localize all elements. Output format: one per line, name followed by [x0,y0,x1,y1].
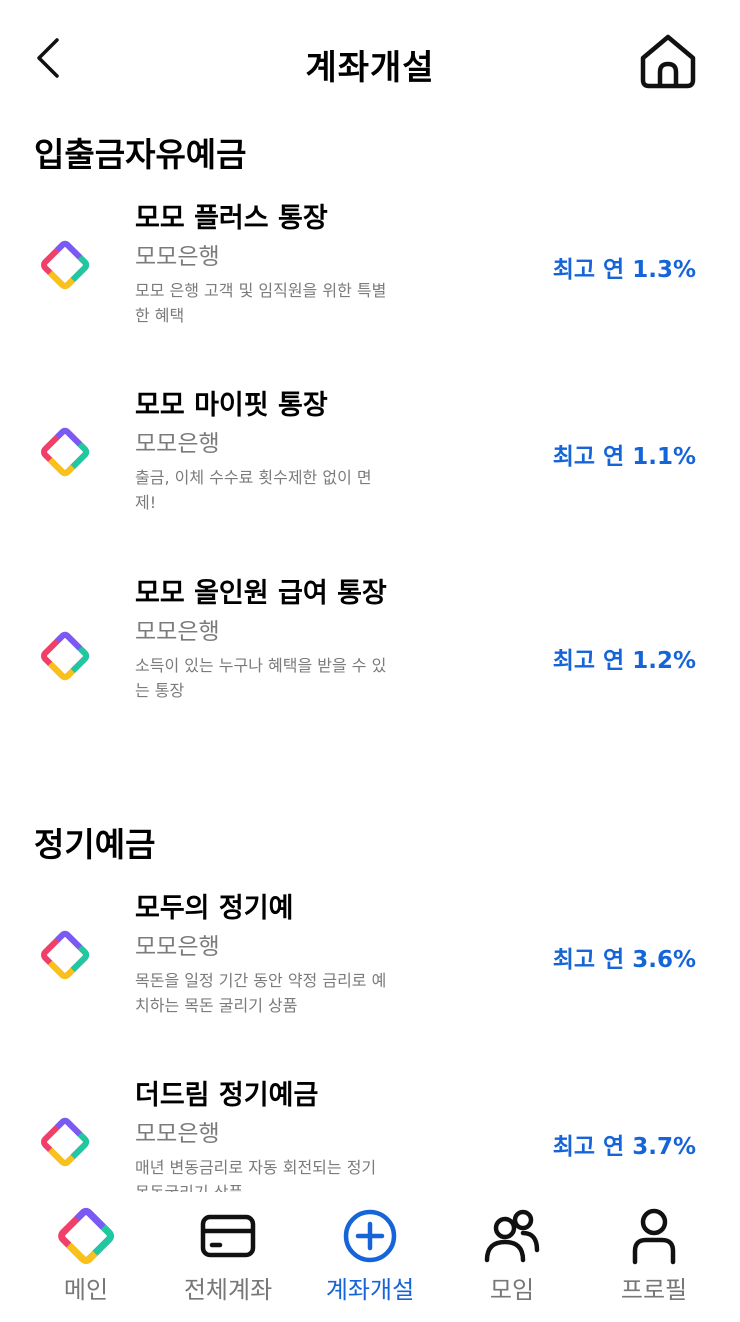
product-item[interactable]: 모모 올인원 급여 통장 모모은행 소득이 있는 누구나 혜택을 받을 수 있는… [0,575,740,745]
product-item[interactable]: 모두의 정기예 모모은행 목돈을 일정 기간 동안 약정 금리로 예치하는 목돈… [0,890,740,1040]
product-rate: 최고 연 1.1% [552,444,696,470]
chevron-left-icon [37,38,59,78]
product-list: 입출금자유예금 모모 플러스 통장 모모은행 모모 은행 고객 및 임직원을 위… [0,110,740,1192]
page-title: 계좌개설 [305,48,435,88]
back-button[interactable] [26,34,70,82]
home-icon [640,34,696,89]
product-info: 모모 올인원 급여 통장 모모은행 소득이 있는 누구나 혜택을 받을 수 있는… [135,575,390,703]
product-bank: 모모은행 [135,934,220,960]
group-icon [484,1209,540,1263]
nav-item-main[interactable]: 메인 [12,1206,160,1316]
product-description: 출금, 이체 수수료 횟수제한 없이 면제! [135,468,372,512]
plus-circle-icon [343,1209,397,1263]
momo-logo-icon [41,930,90,980]
nav-item-profile[interactable]: 프로필 [580,1206,728,1316]
product-info: 더드림 정기예금 모모은행 매년 변동금리로 자동 회전되는 정기 목돈굴리기 … [135,1077,390,1192]
product-name: 모두의 정기예 [135,893,294,924]
product-name: 모모 올인원 급여 통장 [135,578,387,609]
momo-logo-icon [41,427,90,477]
momo-logo-icon [41,240,90,290]
momo-logo-icon [41,631,90,681]
product-item[interactable]: 모모 플러스 통장 모모은행 모모 은행 고객 및 임직원을 위한 특별한 혜택… [0,200,740,350]
product-rate: 최고 연 1.3% [552,257,696,283]
product-bank: 모모은행 [135,619,220,645]
nav-item-all-accounts[interactable]: 전체계좌 [154,1206,302,1316]
momo-logo-icon [41,1117,90,1167]
product-name: 모모 플러스 통장 [135,203,328,234]
section-title-demand: 입출금자유예금 [34,135,247,174]
product-info: 모두의 정기예 모모은행 목돈을 일정 기간 동안 약정 금리로 예치하는 목돈… [135,890,390,1018]
product-bank: 모모은행 [135,1121,220,1147]
nav-item-group[interactable]: 모임 [438,1206,586,1316]
product-bank: 모모은행 [135,244,220,270]
product-item[interactable]: 모모 마이핏 통장 모모은행 출금, 이체 수수료 횟수제한 없이 면제! 최고… [0,387,740,537]
home-button[interactable] [638,32,698,90]
bottom-nav: 메인 전체계좌 계좌개설 [0,1192,740,1322]
product-rate: 최고 연 1.2% [552,648,696,674]
nav-label: 모임 [489,1276,535,1304]
product-description: 소득이 있는 누구나 혜택을 받을 수 있는 통장 [135,656,387,700]
product-name: 모모 마이핏 통장 [135,390,328,421]
person-icon [632,1208,676,1265]
nav-label: 계좌개설 [325,1276,415,1304]
product-description: 모모 은행 고객 및 임직원을 위한 특별한 혜택 [135,281,387,325]
nav-label: 메인 [63,1276,109,1304]
product-info: 모모 플러스 통장 모모은행 모모 은행 고객 및 임직원을 위한 특별한 혜택 [135,200,390,328]
card-icon [200,1214,256,1258]
header: 계좌개설 [0,0,740,120]
nav-item-open-account[interactable]: 계좌개설 [296,1206,444,1316]
nav-label: 프로필 [620,1276,688,1304]
section-title-fixed: 정기예금 [34,825,156,864]
product-bank: 모모은행 [135,431,220,457]
product-item[interactable]: 더드림 정기예금 모모은행 매년 변동금리로 자동 회전되는 정기 목돈굴리기 … [0,1077,740,1192]
product-description: 목돈을 일정 기간 동안 약정 금리로 예치하는 목돈 굴리기 상품 [135,971,387,1015]
product-rate: 최고 연 3.7% [552,1134,696,1160]
product-rate: 최고 연 3.6% [552,947,696,973]
product-info: 모모 마이핏 통장 모모은행 출금, 이체 수수료 횟수제한 없이 면제! [135,387,390,515]
nav-label: 전체계좌 [183,1276,273,1304]
product-name: 더드림 정기예금 [135,1080,319,1111]
momo-logo-icon [58,1207,115,1265]
